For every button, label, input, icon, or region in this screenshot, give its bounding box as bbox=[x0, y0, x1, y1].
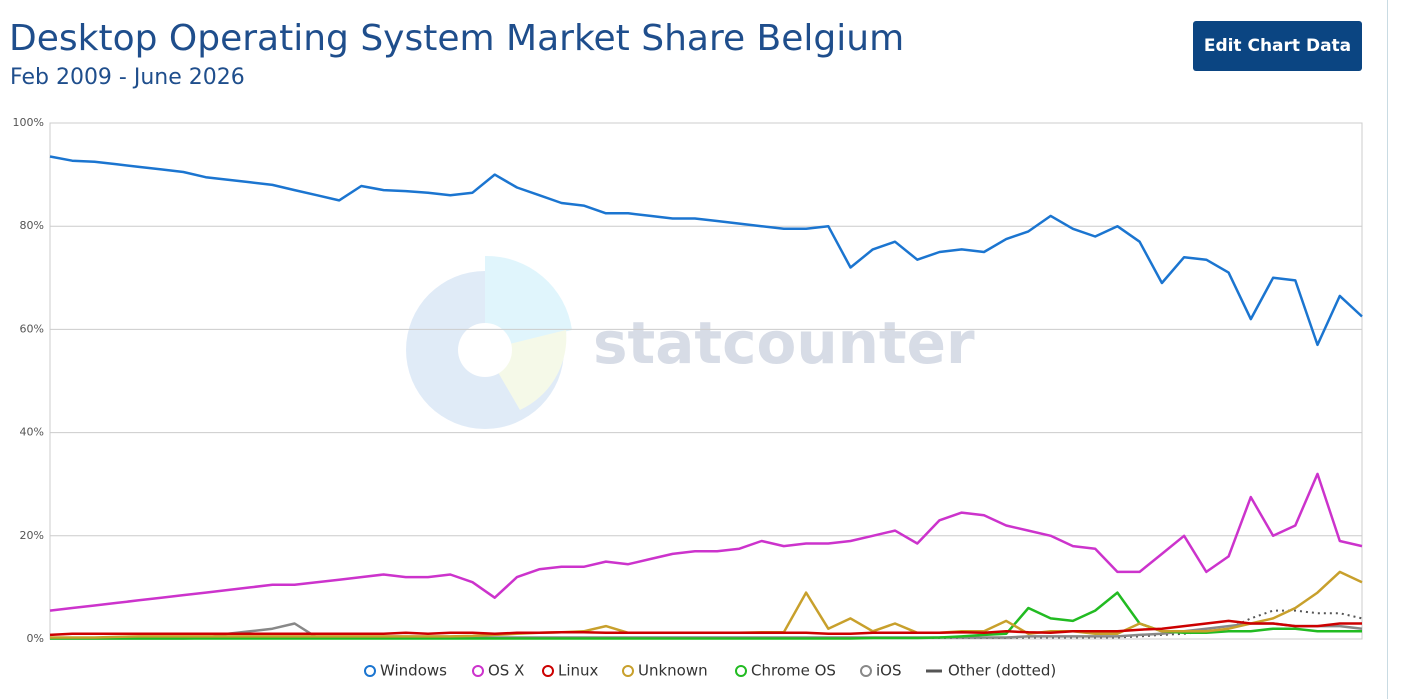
legend-label: Other (dotted) bbox=[948, 662, 1056, 680]
divider bbox=[1387, 0, 1388, 699]
y-tick-label: 40% bbox=[20, 426, 44, 439]
legend-symbol bbox=[542, 665, 554, 677]
legend-label: Windows bbox=[380, 662, 447, 680]
y-tick-label: 80% bbox=[20, 219, 44, 232]
legend-symbol bbox=[364, 665, 376, 677]
y-tick-label: 20% bbox=[20, 529, 44, 542]
series-line bbox=[49, 472, 1363, 612]
y-tick-label: 100% bbox=[13, 116, 44, 129]
title: Desktop Operating System Market Share Be… bbox=[9, 18, 905, 59]
y-tick-label: 0% bbox=[27, 632, 44, 645]
legend-symbol bbox=[472, 665, 484, 677]
legend-symbol bbox=[735, 665, 747, 677]
legend-label: Unknown bbox=[638, 662, 708, 680]
series-line bbox=[49, 155, 1363, 347]
edit-button[interactable]: Edit Chart Data bbox=[1193, 21, 1362, 71]
legend-label: Linux bbox=[558, 662, 599, 680]
legend-symbol bbox=[860, 665, 872, 677]
plot-border bbox=[49, 122, 1363, 640]
legend-symbol bbox=[622, 665, 634, 677]
subtitle: Feb 2009 - June 2026 bbox=[10, 65, 245, 90]
y-tick-label: 60% bbox=[20, 322, 44, 335]
watermark-logo bbox=[406, 255, 572, 429]
legend-label: iOS bbox=[876, 662, 902, 680]
legend-label: OS X bbox=[488, 662, 524, 680]
legend-label: Chrome OS bbox=[751, 662, 836, 680]
watermark: statcounter bbox=[593, 309, 975, 377]
series-line bbox=[49, 619, 1362, 637]
